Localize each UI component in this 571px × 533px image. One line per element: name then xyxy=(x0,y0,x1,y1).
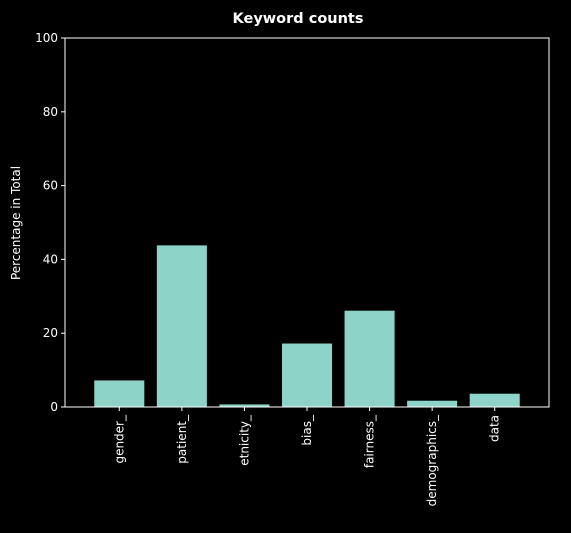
bar-patient xyxy=(156,245,207,407)
x-tick-label: demographics_ xyxy=(425,414,439,506)
bar-fairness xyxy=(344,310,395,407)
y-tick-label: 60 xyxy=(43,179,58,193)
x-tick-label: gender_ xyxy=(112,414,126,464)
y-tick-label: 20 xyxy=(43,326,58,340)
x-tick-label: etnicity_ xyxy=(237,414,251,466)
y-axis: 0 20 40 60 80 100 xyxy=(35,31,65,414)
x-tick-label: data xyxy=(488,415,502,442)
plot-frame xyxy=(64,37,550,408)
y-tick-label: 40 xyxy=(43,252,58,266)
y-tick-label: 100 xyxy=(35,31,58,45)
y-tick-label: 80 xyxy=(43,105,58,119)
chart-title: Keyword counts xyxy=(233,11,364,27)
bar-data xyxy=(469,393,520,407)
x-axis: gender_ patient_ etnicity_ bias_ fairness_ de… xyxy=(112,407,502,506)
x-tick-label: patient_ xyxy=(175,414,189,464)
bar-etnicity xyxy=(219,404,270,407)
bar-bias xyxy=(281,343,333,407)
bar-gender xyxy=(94,380,145,407)
y-tick-label: 0 xyxy=(50,400,58,414)
bar-demographics xyxy=(407,400,458,407)
x-tick-label: bias_ xyxy=(300,414,314,446)
y-axis-label: Percentage in Total xyxy=(9,166,23,280)
bars-group xyxy=(94,245,520,407)
x-tick-label: fairness_ xyxy=(363,414,377,468)
